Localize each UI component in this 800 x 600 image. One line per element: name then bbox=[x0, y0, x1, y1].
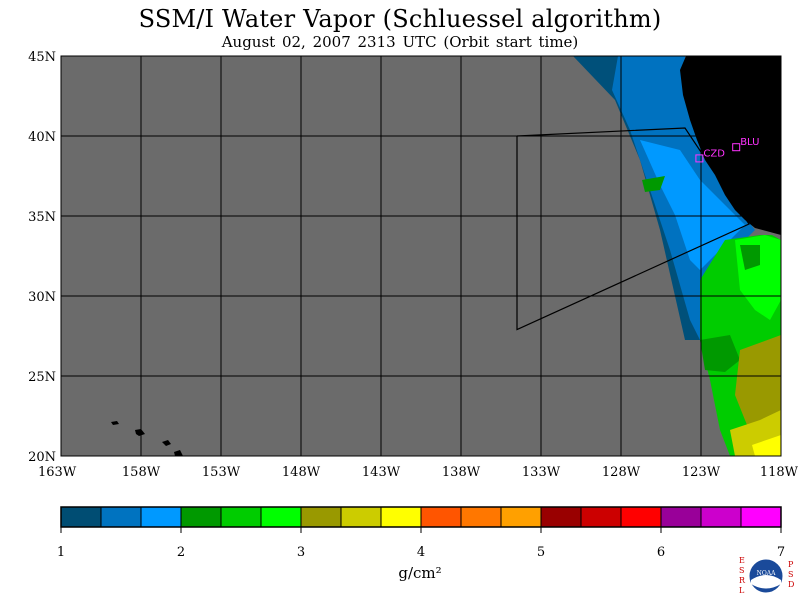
colorbar-swatch bbox=[261, 507, 302, 527]
colorbar-swatch bbox=[181, 507, 222, 527]
station-markers: CZD BLU bbox=[695, 137, 759, 163]
logo-letter: R bbox=[739, 576, 746, 585]
logo-letter: L bbox=[739, 586, 745, 595]
map-frame bbox=[60, 55, 782, 457]
station-label: BLU bbox=[740, 137, 759, 148]
colorbar-tick-labels: 1 2 3 4 5 6 7 bbox=[57, 527, 785, 560]
lon-label: 123W bbox=[682, 465, 721, 480]
swath-band-dark-green-3 bbox=[642, 176, 665, 192]
logo-letter: D bbox=[788, 580, 794, 589]
colorbar-swatch bbox=[221, 507, 262, 527]
colorbar-tick-label: 2 bbox=[177, 545, 185, 560]
lat-label: 25N bbox=[28, 370, 56, 385]
longitude-labels: 163W 158W 153W 148W 143W 138W 133W 128W 123W 118W bbox=[38, 465, 799, 480]
lat-label: 40N bbox=[28, 130, 56, 145]
colorbar-tick-label: 1 bbox=[57, 545, 65, 560]
logo-letter: S bbox=[788, 570, 793, 579]
station-marker bbox=[732, 143, 741, 152]
swath-band-dark-green bbox=[700, 335, 740, 372]
colorbar-swatch bbox=[701, 507, 742, 527]
lon-label: 118W bbox=[760, 465, 799, 480]
lat-label: 20N bbox=[28, 450, 56, 465]
colorbar-swatch bbox=[741, 507, 782, 527]
colorbar-tick-label: 6 bbox=[657, 545, 665, 560]
colorbar-swatch bbox=[341, 507, 382, 527]
logo-right-letters: PSD bbox=[788, 560, 794, 589]
colorbar-swatch bbox=[421, 507, 462, 527]
logo-letter: S bbox=[739, 566, 744, 575]
colorbar-swatch bbox=[581, 507, 622, 527]
colorbar bbox=[60, 506, 782, 528]
lon-label: 128W bbox=[602, 465, 641, 480]
latitude-labels: 20N 25N 30N 35N 40N 45N bbox=[28, 50, 56, 465]
colorbar-tick-label: 7 bbox=[777, 545, 785, 560]
swath-band-dark-green-2 bbox=[740, 245, 760, 270]
lon-label: 138W bbox=[442, 465, 481, 480]
colorbar-swatch bbox=[61, 507, 102, 527]
station-marker bbox=[695, 154, 704, 163]
colorbar-swatch bbox=[541, 507, 582, 527]
logo-letter: E bbox=[739, 556, 745, 565]
logo-center-text: NOAA bbox=[757, 570, 777, 577]
colorbar-unit: g/cm² bbox=[398, 564, 441, 582]
lat-label: 45N bbox=[28, 50, 56, 65]
map-title: SSM/I Water Vapor (Schluessel algorithm) bbox=[138, 5, 662, 33]
colorbar-tick-label: 5 bbox=[537, 545, 545, 560]
station-label: CZD bbox=[703, 148, 725, 159]
colorbar-swatch bbox=[141, 507, 182, 527]
lon-label: 133W bbox=[522, 465, 561, 480]
logo-letter: P bbox=[788, 560, 794, 569]
lon-label: 163W bbox=[38, 465, 77, 480]
north-america-land bbox=[680, 56, 781, 235]
lon-label: 158W bbox=[122, 465, 161, 480]
colorbar-swatch bbox=[661, 507, 702, 527]
lat-label: 30N bbox=[28, 290, 56, 305]
colorbar-swatch bbox=[621, 507, 662, 527]
grid-lines bbox=[61, 56, 781, 456]
colorbar-swatch bbox=[381, 507, 422, 527]
lat-label: 35N bbox=[28, 210, 56, 225]
hawaiian-islands bbox=[111, 421, 183, 456]
colorbar-swatch bbox=[301, 507, 342, 527]
domain-outline bbox=[516, 127, 750, 331]
colorbar-swatch bbox=[501, 507, 542, 527]
colorbar-tick-label: 3 bbox=[297, 545, 305, 560]
map-subtitle: August 02, 2007 2313 UTC (Orbit start ti… bbox=[221, 33, 579, 51]
colorbar-swatch bbox=[101, 507, 142, 527]
swath-band-yellow bbox=[752, 435, 781, 456]
lon-label: 153W bbox=[202, 465, 241, 480]
colorbar-swatch bbox=[461, 507, 502, 527]
lon-label: 143W bbox=[362, 465, 401, 480]
lon-label: 148W bbox=[282, 465, 321, 480]
colorbar-tick-label: 4 bbox=[417, 545, 425, 560]
